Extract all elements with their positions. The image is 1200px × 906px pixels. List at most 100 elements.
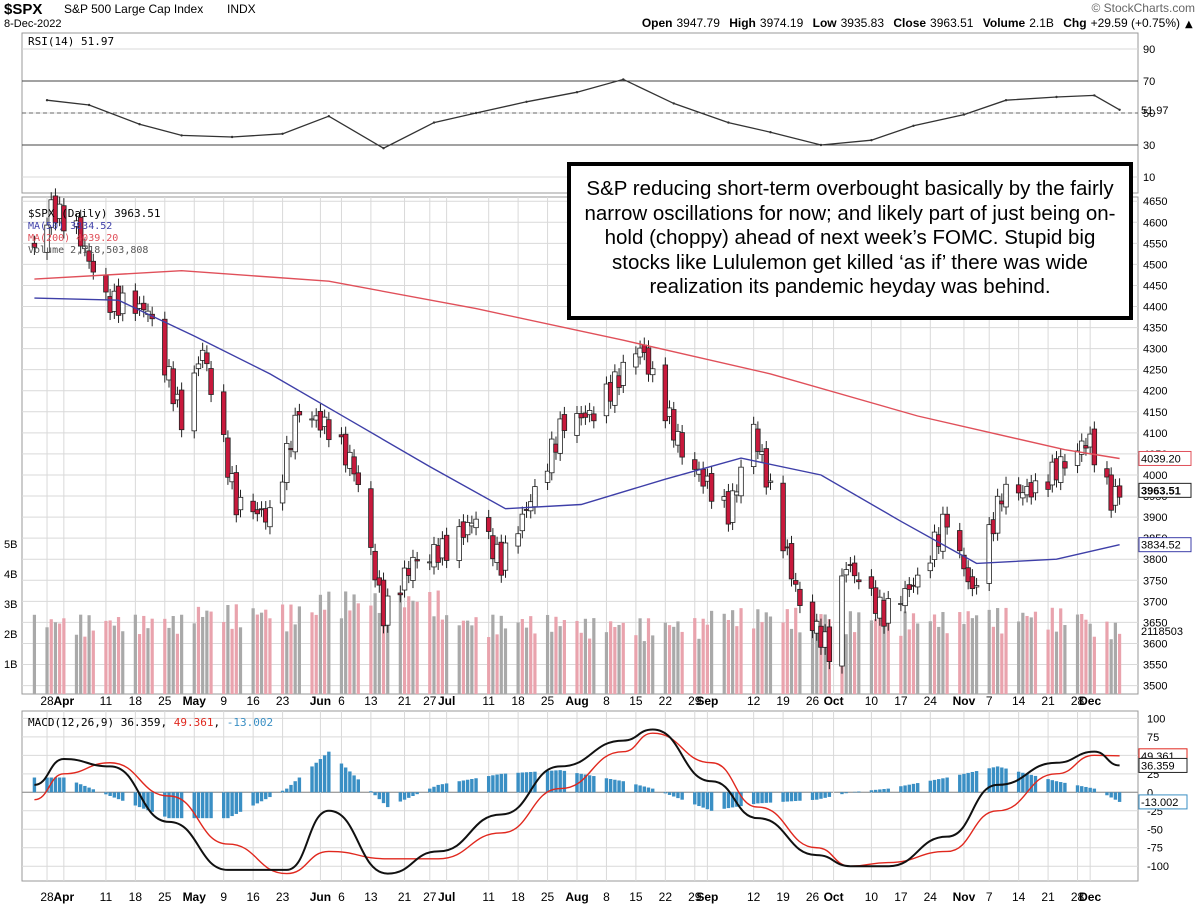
rsi-point bbox=[1004, 99, 1008, 102]
rsi-point bbox=[138, 123, 141, 126]
x-axis-label: Sep bbox=[696, 890, 718, 904]
low-value: 3935.83 bbox=[841, 16, 885, 30]
candle-body bbox=[233, 472, 240, 516]
macd-histogram-bar bbox=[1088, 787, 1092, 793]
x-axis-label: Oct bbox=[824, 890, 844, 904]
close-last-value: 3963.51 bbox=[1141, 485, 1181, 497]
price-tick-label: 4250 bbox=[1143, 365, 1167, 377]
price-tick-label: 3550 bbox=[1143, 660, 1167, 672]
candle-body bbox=[973, 585, 980, 588]
x-axis-label: Jul bbox=[438, 890, 455, 904]
volume-bar bbox=[205, 610, 209, 694]
chart-name: S&P 500 Large Cap Index bbox=[64, 2, 203, 16]
candle-body bbox=[671, 409, 677, 441]
x-axis-label: May bbox=[183, 694, 207, 708]
macd-histogram-bar bbox=[45, 777, 49, 793]
volume-bar bbox=[794, 607, 798, 694]
volume-bar bbox=[1084, 619, 1088, 694]
macd-histogram-bar bbox=[768, 792, 773, 803]
chart-date: 8-Dec-2022 bbox=[4, 18, 61, 30]
candle-body bbox=[443, 534, 450, 561]
x-axis-label: 22 bbox=[659, 890, 673, 904]
volume-bar bbox=[268, 618, 272, 694]
candle-body bbox=[61, 205, 67, 232]
macd-histogram-bar bbox=[1054, 781, 1059, 793]
candle-body bbox=[755, 428, 761, 452]
volume-bar bbox=[579, 632, 583, 694]
macd-histogram-bar bbox=[739, 792, 743, 807]
price-tick-label: 3900 bbox=[1143, 512, 1167, 524]
volume-bar bbox=[373, 593, 377, 694]
candle-body bbox=[90, 260, 96, 273]
macd-histogram-bar bbox=[937, 779, 941, 793]
candle-body bbox=[237, 496, 244, 511]
macd-histogram-bar bbox=[322, 755, 327, 793]
candle-body bbox=[650, 368, 656, 376]
macd-histogram-bar bbox=[1113, 792, 1118, 800]
volume-bar bbox=[520, 619, 524, 694]
x-axis-label: 8 bbox=[603, 694, 610, 708]
candle-body bbox=[1020, 492, 1026, 499]
price-tick-label: 4200 bbox=[1143, 386, 1167, 398]
candle-body bbox=[1116, 485, 1123, 498]
chg-value: +29.59 (+0.75%) bbox=[1091, 16, 1180, 30]
collapse-arrow-icon[interactable]: ▲ bbox=[1185, 19, 1193, 30]
volume-bar bbox=[853, 632, 857, 694]
x-axis-label: 16 bbox=[246, 694, 260, 708]
volume-value: 2.1B bbox=[1029, 16, 1054, 30]
volume-bar bbox=[1117, 633, 1122, 694]
macd-histogram-bar bbox=[798, 792, 802, 801]
candle-body bbox=[906, 584, 912, 590]
macd-histogram-bar bbox=[339, 763, 344, 793]
macd-histogram-bar bbox=[760, 792, 764, 804]
volume-bar bbox=[667, 625, 672, 694]
volume-bar bbox=[966, 611, 970, 694]
rsi-point bbox=[769, 131, 772, 134]
macd-histogram-bar bbox=[613, 779, 617, 793]
candle-body bbox=[612, 371, 618, 406]
volume-bar bbox=[1046, 629, 1050, 694]
volume-bar bbox=[201, 616, 205, 694]
candle-body bbox=[326, 419, 332, 441]
macd-histogram-bar bbox=[608, 779, 613, 793]
candle-body bbox=[385, 595, 391, 626]
x-axis-label: 29 bbox=[688, 890, 702, 904]
macd-histogram-bar bbox=[251, 792, 255, 806]
x-axis-label: 8 bbox=[603, 890, 610, 904]
x-axis-label: 7 bbox=[986, 890, 993, 904]
x-axis-label: Sep bbox=[696, 694, 718, 708]
volume-bar bbox=[705, 624, 709, 694]
macd-histogram-bar bbox=[57, 777, 62, 793]
macd-histogram-bar bbox=[1109, 792, 1113, 798]
price-legend: $SPX (Daily) 3963.51 bbox=[28, 207, 160, 220]
x-axis-label: 28 bbox=[1071, 694, 1085, 708]
candle-body bbox=[279, 481, 286, 504]
candle-body bbox=[86, 250, 92, 262]
ma50-last-value: 3834.52 bbox=[1141, 540, 1181, 552]
macd-histogram-bar bbox=[701, 792, 705, 808]
candle-body bbox=[204, 352, 210, 365]
candle-body bbox=[162, 318, 168, 376]
candle-body bbox=[31, 242, 38, 248]
volume-bar bbox=[1029, 617, 1033, 694]
macd-histogram-bar bbox=[209, 792, 213, 819]
x-axis-label: 13 bbox=[364, 890, 378, 904]
volume-bar bbox=[962, 624, 966, 694]
signal-legend-value: 49.361 bbox=[174, 716, 214, 729]
macd-histogram-bar bbox=[646, 787, 651, 793]
macd-histogram-bar bbox=[958, 774, 962, 793]
macd-histogram-bar bbox=[638, 785, 642, 793]
macd-histogram-bar bbox=[810, 792, 815, 800]
volume-bar bbox=[251, 608, 255, 694]
volume-bar bbox=[310, 612, 314, 694]
x-axis-label: 11 bbox=[482, 890, 495, 904]
macd-histogram-bar bbox=[1000, 767, 1004, 793]
candle-body bbox=[914, 574, 921, 588]
candle-body bbox=[549, 438, 555, 474]
candle-body bbox=[1074, 450, 1081, 466]
macd-histogram-bar bbox=[436, 784, 440, 793]
open-value: 3947.79 bbox=[676, 16, 720, 30]
hist-legend-value: -13.002 bbox=[227, 716, 273, 729]
volume-bar bbox=[58, 623, 62, 694]
candle-body bbox=[77, 216, 84, 247]
